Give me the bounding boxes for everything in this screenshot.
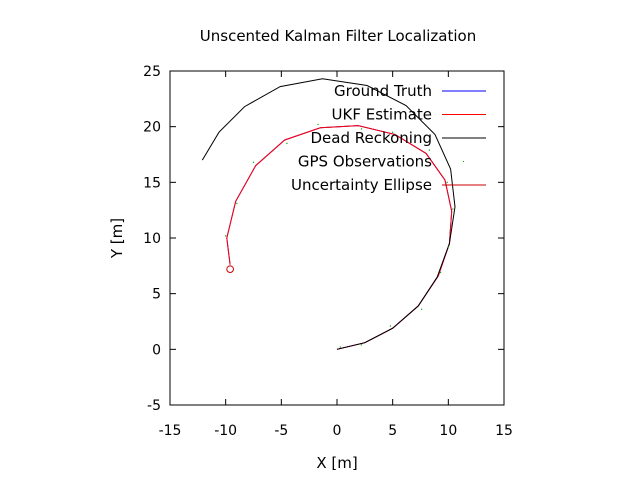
plot-frame (169, 70, 505, 406)
gps-observations-point (360, 344, 363, 346)
gps-observations-point (452, 208, 454, 210)
legend-label-gps-observations: GPS Observations (298, 153, 432, 171)
x-tick-label: -5 (274, 423, 288, 439)
legend-label-dead-reckoning: Dead Reckoning (310, 129, 432, 147)
gps-observations-point (421, 308, 423, 310)
y-tick-label: -5 (147, 398, 161, 414)
y-tick-label: 10 (143, 231, 161, 247)
uncertainty-ellipse (226, 265, 234, 274)
legend-label-ground-truth: Ground Truth (334, 82, 432, 100)
plot-area (201, 78, 456, 350)
gps-observations-point (225, 235, 227, 237)
axis-ticks: -15 -10 -5 0 5 10 15 -5 0 5 10 15 20 25 (143, 64, 513, 439)
y-tick-label: 0 (152, 342, 161, 358)
gps-observations-point (439, 271, 442, 274)
gps-observations-point (339, 346, 341, 348)
legend: Ground Truth UKF Estimate Dead Reckoning GP… (291, 82, 486, 194)
x-tick-label: -15 (159, 423, 182, 439)
gps-observations-point (286, 142, 288, 144)
gps-observations-point (236, 202, 238, 205)
gps-observations-point (428, 149, 431, 151)
y-tick-label: 20 (143, 120, 161, 136)
chart-title: Unscented Kalman Filter Localization (200, 27, 476, 45)
x-tick-label: 0 (333, 423, 342, 439)
gps-observations-point (317, 123, 319, 126)
y-tick-label: 15 (143, 175, 161, 191)
dead-reckoning-line (201, 78, 456, 350)
y-tick-label: 25 (143, 64, 161, 80)
x-tick-label: 10 (439, 423, 457, 439)
legend-swatch-gps-observations (463, 161, 464, 162)
gps-observations-point (389, 325, 392, 327)
x-tick-label: 15 (495, 423, 513, 439)
legend-label-ukf-estimate: UKF Estimate (332, 106, 432, 124)
gps-observations-point (446, 181, 448, 183)
gps-observations-point (360, 128, 363, 130)
gps-observations-point (447, 246, 449, 248)
y-tick-label: 5 (152, 287, 161, 303)
x-axis-label: X [m] (316, 454, 357, 472)
legend-label-uncertainty-ellipse: Uncertainty Ellipse (291, 176, 432, 194)
gps-observations-point (252, 161, 255, 163)
x-tick-label: 5 (388, 423, 397, 439)
y-axis-label: Y [m] (108, 218, 126, 259)
gps-observations-point (392, 131, 394, 133)
x-tick-label: -10 (214, 423, 237, 439)
